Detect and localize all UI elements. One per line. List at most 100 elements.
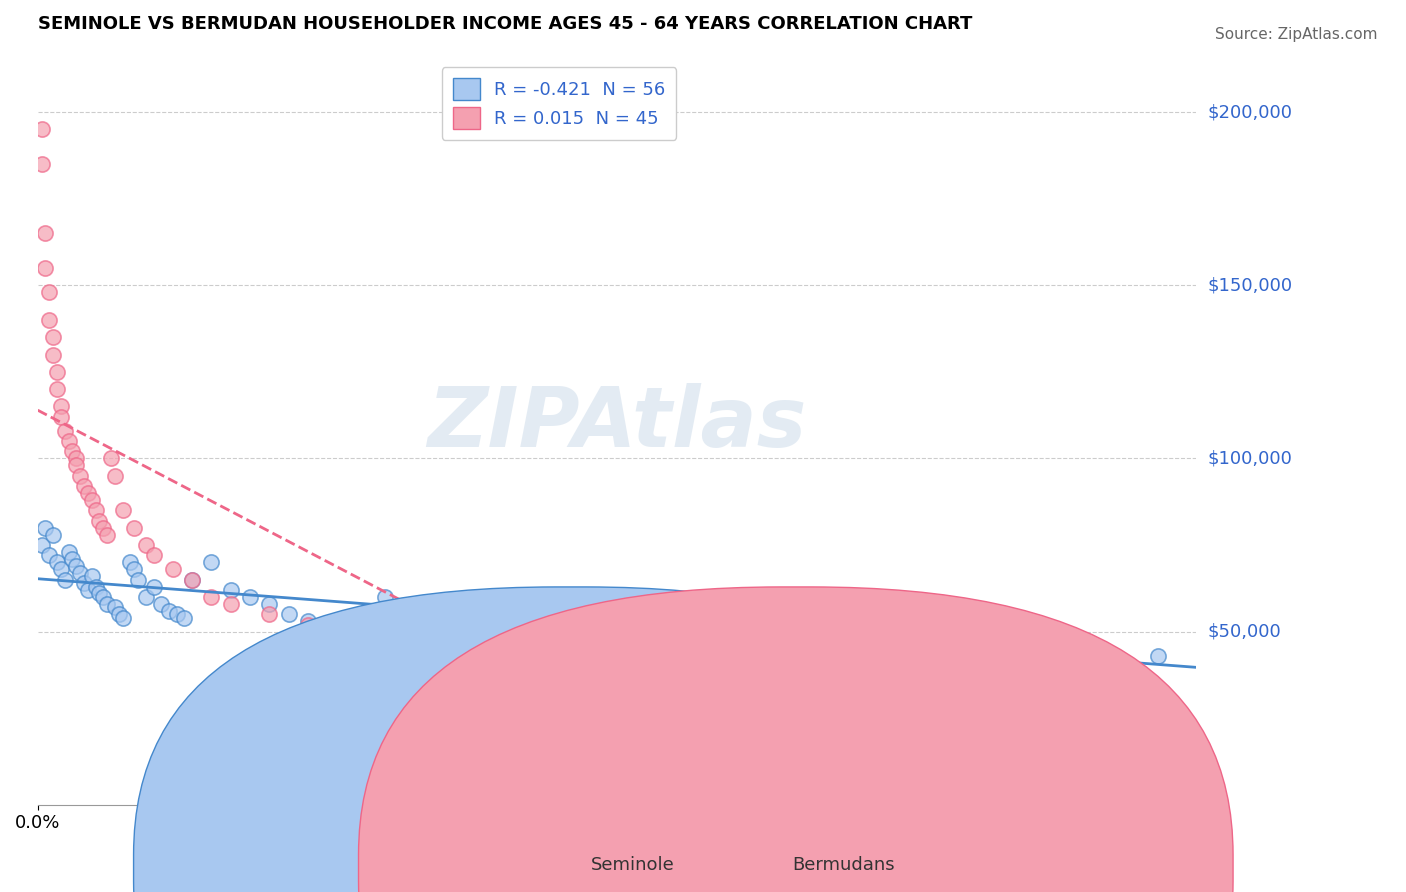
Point bbox=[93, 521, 115, 535]
Text: $150,000: $150,000 bbox=[1208, 277, 1292, 294]
Point bbox=[181, 573, 204, 587]
Point bbox=[856, 641, 879, 656]
Point bbox=[721, 635, 744, 649]
Point bbox=[104, 600, 127, 615]
Point bbox=[96, 597, 118, 611]
Point bbox=[53, 424, 76, 438]
Point bbox=[567, 632, 589, 646]
Text: SEMINOLE VS BERMUDAN HOUSEHOLDER INCOME AGES 45 - 64 YEARS CORRELATION CHART: SEMINOLE VS BERMUDAN HOUSEHOLDER INCOME … bbox=[38, 15, 972, 33]
Point bbox=[38, 285, 60, 300]
Point bbox=[42, 330, 65, 344]
Point bbox=[49, 400, 72, 414]
Point bbox=[80, 569, 103, 583]
Text: Source: ZipAtlas.com: Source: ZipAtlas.com bbox=[1215, 27, 1378, 42]
Point bbox=[200, 590, 222, 604]
Text: $50,000: $50,000 bbox=[1208, 623, 1281, 640]
Legend: R = -0.421  N = 56, R = 0.015  N = 45: R = -0.421 N = 56, R = 0.015 N = 45 bbox=[441, 67, 676, 140]
Point bbox=[451, 617, 474, 632]
Point bbox=[31, 157, 53, 171]
Point bbox=[316, 617, 339, 632]
Point bbox=[664, 641, 686, 656]
Point bbox=[1031, 632, 1053, 646]
Point bbox=[181, 573, 204, 587]
Point bbox=[354, 632, 377, 646]
Point bbox=[142, 580, 165, 594]
Point bbox=[606, 624, 628, 639]
Point bbox=[973, 617, 995, 632]
Point bbox=[799, 624, 821, 639]
Point bbox=[489, 617, 512, 632]
Point bbox=[89, 586, 111, 600]
Point bbox=[73, 576, 96, 591]
Point bbox=[89, 514, 111, 528]
Point bbox=[46, 382, 69, 396]
Point bbox=[915, 607, 938, 622]
Point bbox=[135, 538, 157, 552]
Point bbox=[77, 486, 100, 500]
Point bbox=[489, 624, 512, 639]
Point bbox=[374, 632, 396, 646]
Point bbox=[65, 451, 87, 466]
Point bbox=[73, 479, 96, 493]
Point bbox=[69, 566, 91, 580]
Point bbox=[42, 527, 65, 541]
Text: Seminole: Seminole bbox=[591, 856, 675, 874]
Point bbox=[62, 444, 84, 458]
Point bbox=[166, 607, 188, 622]
Point bbox=[84, 580, 107, 594]
Point bbox=[173, 610, 195, 624]
Point bbox=[1146, 648, 1168, 663]
Point bbox=[529, 624, 551, 639]
Point bbox=[42, 347, 65, 361]
Point bbox=[336, 624, 359, 639]
Point bbox=[49, 409, 72, 424]
Point bbox=[297, 614, 319, 628]
Text: ZIPAtlas: ZIPAtlas bbox=[427, 384, 807, 464]
Point bbox=[84, 503, 107, 517]
Point bbox=[127, 573, 149, 587]
Point bbox=[200, 555, 222, 569]
Point bbox=[162, 562, 184, 576]
Point bbox=[58, 545, 80, 559]
Point bbox=[107, 607, 129, 622]
Point bbox=[219, 582, 242, 597]
Text: $200,000: $200,000 bbox=[1208, 103, 1292, 121]
Point bbox=[96, 527, 118, 541]
Point bbox=[259, 597, 281, 611]
Point bbox=[297, 617, 319, 632]
Point bbox=[876, 694, 898, 708]
Point bbox=[336, 624, 359, 639]
Point bbox=[65, 458, 87, 473]
Point bbox=[31, 538, 53, 552]
Point bbox=[277, 607, 299, 622]
Point bbox=[46, 555, 69, 569]
Text: Bermudans: Bermudans bbox=[793, 856, 894, 874]
Point bbox=[412, 639, 434, 653]
Point bbox=[111, 503, 134, 517]
Text: $100,000: $100,000 bbox=[1208, 450, 1292, 467]
Point bbox=[49, 562, 72, 576]
Point bbox=[34, 227, 56, 241]
Point bbox=[31, 122, 53, 136]
Point bbox=[38, 313, 60, 327]
Point bbox=[122, 521, 145, 535]
Point bbox=[34, 260, 56, 275]
Point bbox=[53, 573, 76, 587]
Point bbox=[93, 590, 115, 604]
Point bbox=[1088, 641, 1111, 656]
Point bbox=[69, 468, 91, 483]
Point bbox=[80, 492, 103, 507]
Point bbox=[150, 597, 173, 611]
Point bbox=[142, 549, 165, 563]
Point bbox=[100, 451, 122, 466]
Point bbox=[34, 521, 56, 535]
Point bbox=[38, 549, 60, 563]
Point bbox=[259, 607, 281, 622]
Point bbox=[135, 590, 157, 604]
Point bbox=[529, 632, 551, 646]
Point bbox=[111, 610, 134, 624]
Point bbox=[122, 562, 145, 576]
Point bbox=[58, 434, 80, 449]
Point bbox=[104, 468, 127, 483]
Point bbox=[374, 590, 396, 604]
